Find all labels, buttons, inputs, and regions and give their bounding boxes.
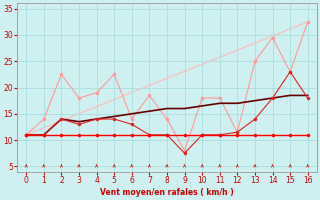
X-axis label: Vent moyen/en rafales ( km/h ): Vent moyen/en rafales ( km/h ): [100, 188, 234, 197]
